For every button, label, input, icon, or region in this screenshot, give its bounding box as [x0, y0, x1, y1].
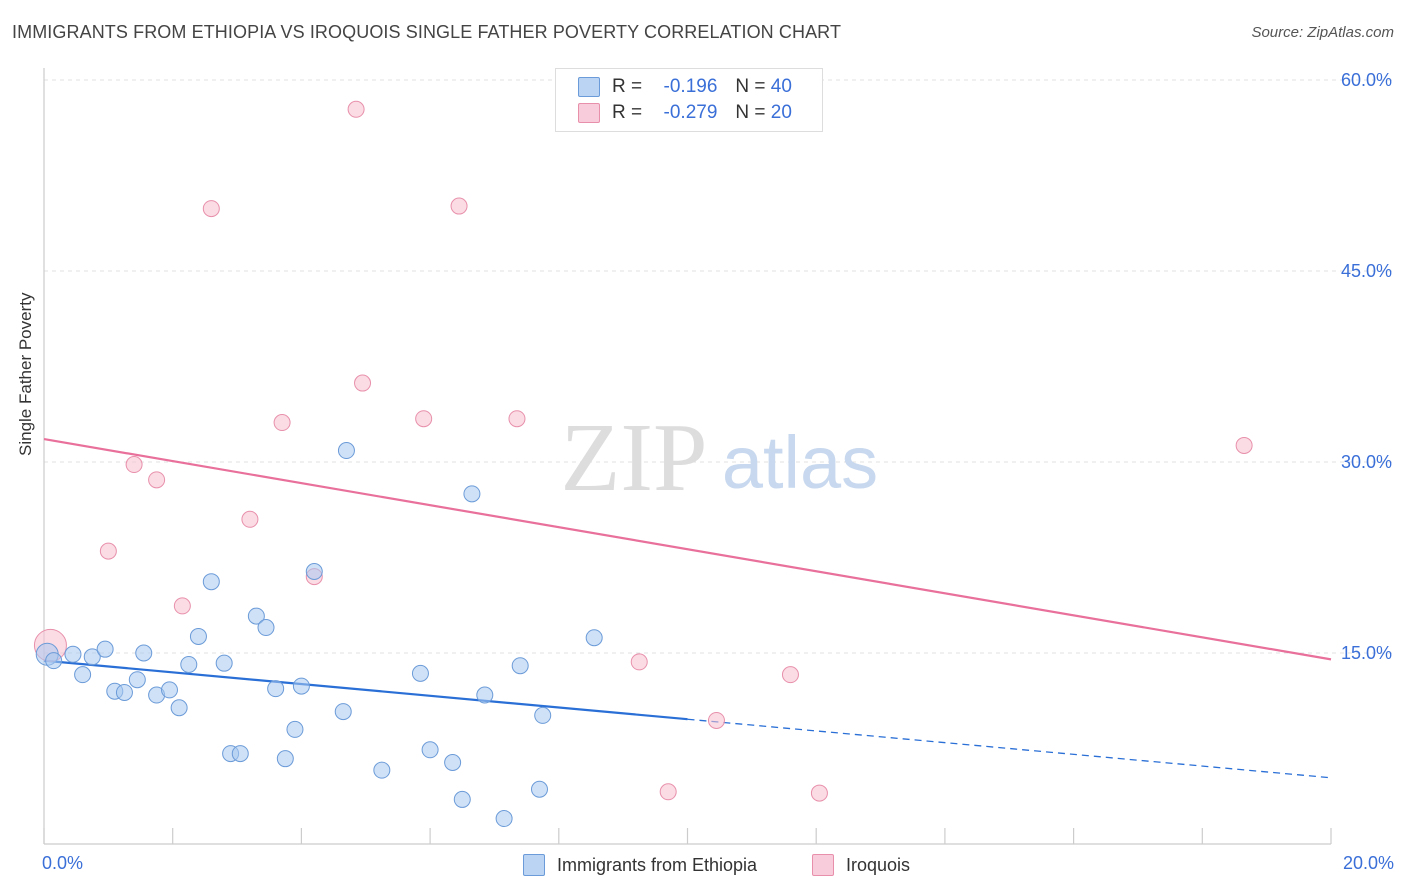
point-ethiopia: [96, 640, 114, 658]
point-ethiopia: [170, 699, 188, 717]
point-ethiopia: [215, 654, 233, 672]
point-ethiopia: [160, 681, 178, 699]
watermark-atlas: atlas: [722, 421, 878, 504]
x-tick-label-min: 0.0%: [42, 853, 83, 873]
point-iroquois: [630, 653, 648, 671]
point-ethiopia: [530, 780, 548, 798]
point-ethiopia: [202, 573, 220, 591]
point-iroquois: [659, 783, 677, 801]
point-ethiopia: [421, 741, 439, 759]
correlation-legend: R = -0.196 N = 40 R = -0.279 N = 20: [555, 68, 823, 132]
point-ethiopia: [476, 686, 494, 704]
point-ethiopia: [74, 666, 92, 684]
point-ethiopia: [115, 683, 133, 701]
y-tick-label-60: 60.0%: [1341, 70, 1392, 90]
chart-title: IMMIGRANTS FROM ETHIOPIA VS IROQUOIS SIN…: [12, 22, 842, 42]
point-ethiopia: [45, 652, 63, 670]
point-ethiopia: [231, 745, 249, 763]
point-iroquois: [450, 197, 468, 215]
trend-line-iroquois: [43, 437, 1332, 661]
point-iroquois: [125, 456, 143, 474]
point-iroquois: [99, 542, 117, 560]
point-ethiopia: [267, 680, 285, 698]
point-ethiopia: [337, 442, 355, 460]
point-ethiopia: [189, 627, 207, 645]
point-iroquois: [508, 410, 526, 428]
point-iroquois: [707, 711, 725, 729]
y-axis-label: Single Father Poverty: [16, 292, 35, 456]
legend-row-ethiopia: R = -0.196 N = 40: [578, 74, 792, 100]
point-ethiopia: [247, 607, 265, 625]
point-ethiopia: [180, 655, 198, 673]
point-ethiopia: [373, 761, 391, 779]
legend-r-value: -0.279: [663, 102, 718, 123]
trend-line-ethiopia: [43, 659, 688, 721]
point-iroquois: [241, 510, 259, 528]
legend-swatch-pink: [812, 854, 834, 876]
legend-item-ethiopia: Immigrants from Ethiopia: [523, 852, 757, 878]
point-iroquois: [173, 597, 191, 615]
legend-row-iroquois: R = -0.279 N = 20: [578, 100, 792, 126]
point-ethiopia: [585, 629, 603, 647]
point-iroquois: [148, 471, 166, 489]
watermark: ZIP atlas: [561, 404, 879, 512]
legend-swatch-blue: [578, 77, 600, 97]
legend-swatch-pink: [578, 103, 600, 123]
legend-n-label: N =: [735, 102, 766, 123]
point-iroquois: [273, 414, 291, 432]
point-ethiopia: [276, 750, 294, 768]
point-ethiopia: [453, 790, 471, 808]
point-iroquois: [781, 666, 799, 684]
x-tick-label-max: 20.0%: [1343, 853, 1394, 873]
point-ethiopia: [257, 619, 275, 637]
point-ethiopia: [534, 706, 552, 724]
legend-label-iroquois: Iroquois: [846, 854, 911, 875]
axes: [43, 68, 1332, 845]
y-tick-label-30: 30.0%: [1341, 452, 1392, 472]
point-ethiopia: [411, 664, 429, 682]
point-ethiopia: [444, 754, 462, 772]
point-iroquois: [810, 784, 828, 802]
trend-lines: [43, 437, 1332, 779]
watermark-zip: ZIP: [561, 404, 708, 512]
point-iroquois: [347, 100, 365, 118]
point-ethiopia: [64, 645, 82, 663]
point-ethiopia: [305, 563, 323, 581]
point-ethiopia: [495, 810, 513, 828]
tick-labels: 15.0% 30.0% 45.0% 60.0% 0.0% 20.0%: [42, 70, 1394, 873]
data-points: [33, 100, 1253, 828]
point-iroquois: [202, 200, 220, 218]
legend-r-value: -0.196: [663, 76, 718, 97]
legend-n-value: 40: [770, 76, 792, 97]
legend-r-label: R =: [612, 102, 643, 123]
point-ethiopia: [463, 485, 481, 503]
y-tick-label-15: 15.0%: [1341, 643, 1392, 663]
point-ethiopia: [128, 671, 146, 689]
point-ethiopia: [334, 703, 352, 721]
legend-label-ethiopia: Immigrants from Ethiopia: [557, 854, 758, 875]
gridlines: [44, 79, 1394, 654]
source-label: Source: ZipAtlas.com: [1251, 24, 1394, 41]
point-ethiopia: [135, 644, 153, 662]
y-tick-label-45: 45.0%: [1341, 261, 1392, 281]
point-iroquois: [354, 374, 372, 392]
point-ethiopia: [83, 648, 101, 666]
point-iroquois: [1235, 436, 1253, 454]
point-iroquois: [415, 410, 433, 428]
point-ethiopia: [511, 657, 529, 675]
legend-n-value: 20: [770, 102, 792, 123]
trend-line-ethiopia-extension: [687, 718, 1332, 779]
point-ethiopia: [286, 720, 304, 738]
legend-swatch-blue: [523, 854, 545, 876]
legend-r-label: R =: [612, 76, 643, 97]
legend-n-label: N =: [735, 76, 766, 97]
point-ethiopia: [292, 677, 310, 695]
legend-item-iroquois: Iroquois: [812, 852, 910, 878]
